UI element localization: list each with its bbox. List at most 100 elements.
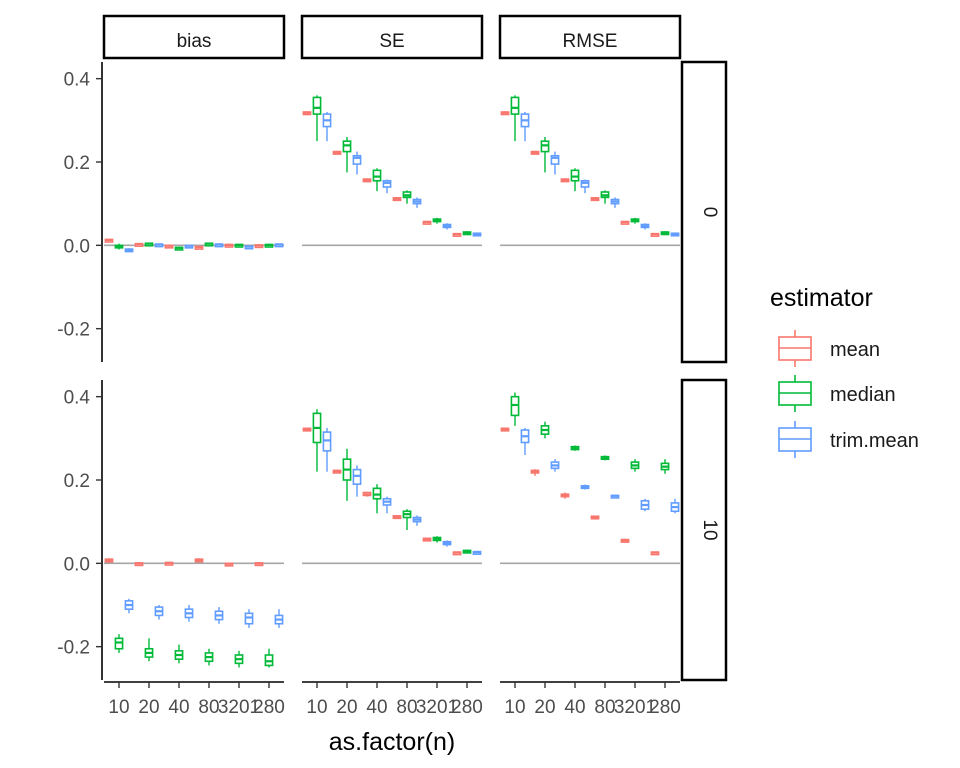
box-trim-mean-n40 xyxy=(184,605,194,622)
box-median-n1280 xyxy=(462,549,472,554)
y-tick-label: 0.0 xyxy=(64,554,90,575)
box-mean-n320 xyxy=(224,562,234,567)
box-mean-n80 xyxy=(194,245,204,250)
box-median-n20 xyxy=(144,242,154,247)
y-tick-label: -0.2 xyxy=(57,320,90,341)
axes: 0.40.20.0-0.20.40.20.0-0.210 20 40 80320128… xyxy=(57,62,681,718)
box-trim-mean-n1280 xyxy=(670,498,680,514)
x-tick-label: 80 xyxy=(396,697,417,718)
box-trim-mean-n320 xyxy=(640,223,650,230)
box-median-n10 xyxy=(312,95,322,142)
box-mean-n40 xyxy=(362,178,372,183)
x-tick-label: 20 xyxy=(534,697,555,718)
box-mean-n20 xyxy=(332,150,342,155)
box-mean-n10 xyxy=(104,558,114,564)
box-trim-mean-n40 xyxy=(580,179,590,194)
box-mean-n80 xyxy=(590,197,600,202)
box-median-n80 xyxy=(204,242,214,247)
box-median-n20 xyxy=(540,137,550,173)
y-tick-label: 0.4 xyxy=(64,388,91,409)
box-mean-n1280 xyxy=(254,562,264,567)
strip-label-row-10: 10 xyxy=(699,519,720,540)
box-trim-mean-n80 xyxy=(412,515,422,526)
x-tick-label: 10 xyxy=(108,697,129,718)
strip-bias: bias xyxy=(102,14,286,60)
box-median-n320 xyxy=(234,243,244,248)
box-mean-n40 xyxy=(164,244,174,249)
x-tick-label: 20 xyxy=(336,697,357,718)
x-tick-label: 3201 xyxy=(614,697,656,718)
box-trim-mean-n40 xyxy=(580,484,590,490)
box-median-n20 xyxy=(540,421,550,439)
box-mean-n20 xyxy=(530,469,540,476)
strip-se: SE xyxy=(300,14,484,60)
box-median-n80 xyxy=(402,509,412,530)
box-median-n80 xyxy=(204,648,214,666)
box-mean-n80 xyxy=(392,515,402,520)
box-mean-n320 xyxy=(620,538,630,543)
legend-title: estimator xyxy=(770,284,873,312)
box-trim-mean-n80 xyxy=(214,243,224,248)
y-axis-row-10: 0.4 0.2 0.0 -0.2 xyxy=(57,380,103,680)
legend-entry-median: median xyxy=(778,375,896,412)
y-tick-label: -0.2 xyxy=(57,638,90,659)
box-median-n40 xyxy=(570,168,580,192)
box-trim-mean-n10 xyxy=(520,112,530,142)
box-median-n10 xyxy=(114,634,124,653)
x-tick-label: 80 xyxy=(198,697,219,718)
y-axis-row-0: 0.4 0.2 0.0 -0.2 xyxy=(57,62,103,362)
box-median-n80 xyxy=(402,190,412,204)
box-median-n10 xyxy=(114,243,124,250)
x-tick-label: 10 xyxy=(306,697,327,718)
box-trim-mean-n320 xyxy=(442,223,452,230)
box-median-n320 xyxy=(234,650,244,668)
box-mean-n20 xyxy=(134,562,144,567)
strip-row-10: 10 xyxy=(680,378,728,682)
box-median-n320 xyxy=(630,459,640,472)
box-mean-n20 xyxy=(530,150,540,155)
box-median-n10 xyxy=(510,392,520,426)
box-trim-mean-n40 xyxy=(382,496,392,514)
y-tick-label: 0.4 xyxy=(64,70,91,91)
box-mean-n1280 xyxy=(452,232,462,237)
panels xyxy=(104,95,680,668)
legend-entry-trim-mean: trim.mean xyxy=(778,421,919,458)
y-tick-label: 0.2 xyxy=(64,471,90,492)
box-trim-mean-n20 xyxy=(154,243,164,248)
strip-label-se: SE xyxy=(379,31,404,52)
box-trim-mean-n320 xyxy=(244,609,254,628)
box-mean-n80 xyxy=(590,515,600,520)
box-mean-n80 xyxy=(392,197,402,202)
box-trim-mean-n20 xyxy=(550,151,560,175)
x-tick-label: 20 xyxy=(138,697,159,718)
box-median-n1280 xyxy=(264,648,274,668)
x-tick-label: 280 xyxy=(253,697,285,718)
box-median-n10 xyxy=(510,95,520,142)
panel-10-rmse xyxy=(500,392,680,565)
strip-rmse: RMSE xyxy=(498,14,682,60)
panel-10-se xyxy=(302,409,482,565)
box-trim-mean-n1280 xyxy=(274,243,284,248)
x-tick-label: 3201 xyxy=(218,697,260,718)
box-trim-mean-n40 xyxy=(184,244,194,249)
box-median-n10 xyxy=(312,409,322,472)
box-trim-mean-n80 xyxy=(412,197,422,208)
box-median-n40 xyxy=(174,246,184,251)
box-mean-n1280 xyxy=(452,551,462,556)
box-trim-mean-n1280 xyxy=(472,550,482,555)
box-trim-mean-n10 xyxy=(322,427,332,472)
box-mean-n40 xyxy=(560,492,570,499)
panel-0-rmse xyxy=(500,95,680,247)
box-mean-n10 xyxy=(500,111,510,116)
box-mean-n1280 xyxy=(650,551,660,556)
box-mean-n40 xyxy=(362,491,372,497)
box-median-n40 xyxy=(570,445,580,451)
box-trim-mean-n320 xyxy=(640,498,650,512)
box-mean-n320 xyxy=(422,220,432,225)
box-mean-n320 xyxy=(224,243,234,248)
legend-label-trim-mean: trim.mean xyxy=(830,430,919,452)
box-median-n20 xyxy=(342,448,352,501)
